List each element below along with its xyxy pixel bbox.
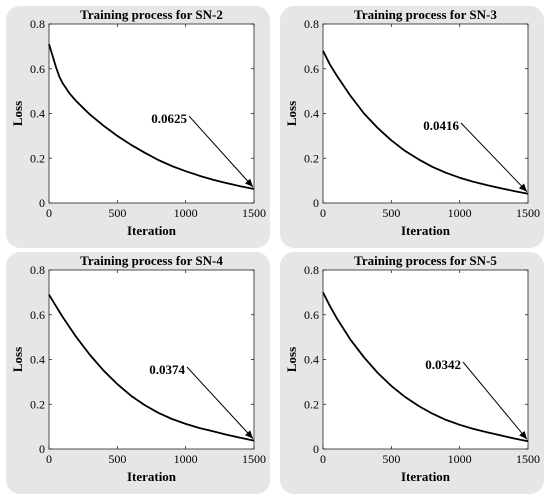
annotation-arrowhead [518, 183, 527, 192]
y-tick-label: 0 [39, 196, 45, 210]
x-tick-label: 1000 [174, 452, 198, 466]
y-axis-label: Loss [10, 347, 25, 372]
y-tick-label: 0.6 [30, 62, 45, 76]
annotation-arrowhead [245, 430, 253, 439]
y-tick-label: 0.6 [30, 308, 45, 322]
x-tick-label: 1000 [174, 206, 198, 220]
chart-title: Training process for SN-3 [354, 7, 497, 22]
plot-area [322, 23, 529, 204]
y-tick-label: 0.8 [30, 263, 45, 277]
panel-sn-2: Training process for SN-2 0 0.2 0.4 0.6 0.8 0 5… [6, 6, 270, 248]
x-tick-label: 1500 [516, 452, 540, 466]
annotation-label: 0.0374 [149, 362, 185, 377]
x-axis-label: Iteration [401, 469, 451, 484]
y-tick-label: 0.6 [304, 308, 319, 322]
annotation-label: 0.0416 [423, 118, 459, 133]
x-axis-label: Iteration [401, 223, 451, 238]
panel-sn-5: Training process for SN-5 0 0.2 0.4 0.6 0.8 0 5… [280, 252, 544, 494]
y-axis-label: Loss [284, 101, 299, 126]
y-tick-label: 0.8 [304, 17, 319, 31]
x-tick-label: 0 [46, 452, 52, 466]
annotation-label: 0.0625 [151, 111, 187, 126]
chart-svg: Training process for SN-3 0 0.2 0.4 0.6 0.8 0 5… [284, 7, 540, 238]
x-tick-label: 1000 [448, 452, 472, 466]
x-tick-label: 0 [320, 206, 326, 220]
y-tick-label: 0 [39, 442, 45, 456]
x-tick-label: 1500 [242, 206, 266, 220]
annotation-arrowhead [245, 178, 253, 187]
annotation-arrow-line [460, 122, 528, 193]
y-tick-label: 0.4 [30, 107, 45, 121]
annotation-arrow-line [186, 366, 254, 439]
panel-sn-3: Training process for SN-3 0 0.2 0.4 0.6 0.8 0 5… [280, 6, 544, 248]
panel-sn-4: Training process for SN-4 0 0.2 0.4 0.6 0.8 0 5… [6, 252, 270, 494]
y-axis-label: Loss [284, 347, 299, 372]
x-tick-label: 500 [382, 452, 400, 466]
x-tick-label: 500 [108, 206, 126, 220]
plot-area [48, 23, 255, 204]
y-tick-label: 0.6 [304, 62, 319, 76]
y-tick-label: 0.2 [304, 151, 319, 165]
y-axis-label: Loss [10, 101, 25, 126]
x-tick-label: 500 [382, 206, 400, 220]
loss-series-line [48, 43, 255, 190]
x-tick-label: 500 [108, 452, 126, 466]
y-tick-label: 0.2 [30, 397, 45, 411]
y-tick-label: 0.4 [30, 353, 45, 367]
chart-title: Training process for SN-4 [80, 253, 223, 268]
y-tick-label: 0 [313, 196, 319, 210]
chart-title: Training process for SN-2 [80, 7, 223, 22]
chart-title: Training process for SN-5 [354, 253, 497, 268]
chart-svg: Training process for SN-2 0 0.2 0.4 0.6 0.8 0 5… [10, 7, 266, 238]
plot-area [322, 269, 529, 450]
plot-area [48, 269, 255, 450]
x-axis-label: Iteration [127, 469, 177, 484]
y-tick-label: 0.8 [304, 263, 319, 277]
x-tick-label: 0 [46, 206, 52, 220]
annotation-arrowhead [519, 431, 527, 440]
y-tick-label: 0.4 [304, 353, 319, 367]
chart-svg: Training process for SN-4 0 0.2 0.4 0.6 0.8 0 5… [10, 253, 266, 484]
loss-series-line [322, 50, 529, 195]
chart-svg: Training process for SN-5 0 0.2 0.4 0.6 0.8 0 5… [284, 253, 540, 484]
x-tick-label: 1500 [242, 452, 266, 466]
y-tick-label: 0 [313, 442, 319, 456]
x-tick-label: 1500 [516, 206, 540, 220]
x-axis-label: Iteration [127, 223, 177, 238]
y-tick-label: 0.8 [30, 17, 45, 31]
y-tick-label: 0.4 [304, 107, 319, 121]
y-tick-label: 0.2 [30, 151, 45, 165]
annotation-arrow-line [462, 361, 528, 440]
loss-series-line [322, 291, 529, 443]
x-tick-label: 1000 [448, 206, 472, 220]
x-tick-label: 0 [320, 452, 326, 466]
annotation-arrow-line [188, 115, 254, 188]
annotation-label: 0.0342 [425, 357, 461, 372]
loss-series-line [48, 294, 255, 442]
y-tick-label: 0.2 [304, 397, 319, 411]
